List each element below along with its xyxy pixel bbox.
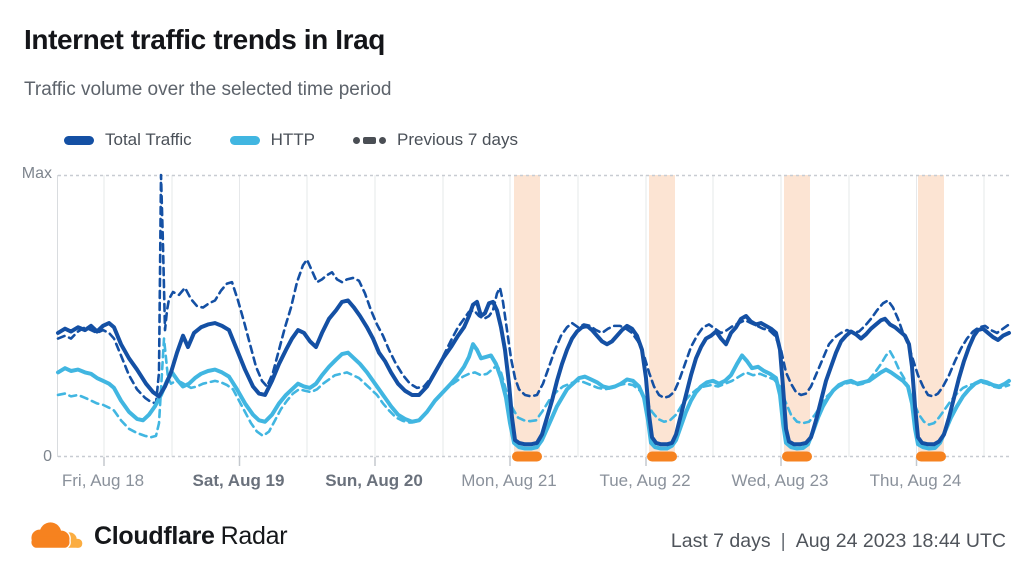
http-swatch-icon <box>229 135 260 145</box>
page-subtitle: Traffic volume over the selected time pe… <box>24 79 392 100</box>
legend-item-total-traffic[interactable]: Total Traffic <box>64 130 192 150</box>
page-title: Internet traffic trends in Iraq <box>24 24 385 55</box>
x-axis-label: Fri, Aug 18 <box>61 471 145 490</box>
anomaly-marker <box>512 451 542 462</box>
anomaly-marker <box>782 451 812 462</box>
cloudflare-radar-brand[interactable]: Cloudflare Radar <box>26 519 288 553</box>
separator: | <box>780 530 786 552</box>
brand-cloudflare: Cloudflare <box>94 521 215 550</box>
anomaly-band <box>649 175 675 457</box>
traffic-chart-canvas <box>56 173 1011 466</box>
anomaly-band <box>784 175 810 457</box>
timestamp-label: Aug 24 2023 18:44 UTC <box>795 530 1006 552</box>
total-traffic-swatch-icon <box>64 135 94 145</box>
legend-item-http[interactable]: HTTP <box>229 130 316 150</box>
brand-radar: Radar <box>220 521 288 550</box>
x-axis-label: Sat, Aug 19 <box>192 471 285 490</box>
series-line-http-previous-7-days- <box>56 337 1011 439</box>
legend-label: Total Traffic <box>105 130 192 149</box>
anomaly-band <box>918 175 944 457</box>
brand-wordmark: Cloudflare Radar <box>94 521 288 551</box>
x-axis-label: Tue, Aug 22 <box>599 471 691 490</box>
y-axis-max-label: Max <box>21 165 52 182</box>
x-axis-label: Wed, Aug 23 <box>731 471 829 490</box>
cloudflare-logo-icon <box>30 521 83 550</box>
chart-legend: Total Traffic HTTP Previous 7 days <box>64 130 518 150</box>
anomaly-marker <box>647 451 677 462</box>
traffic-chart-plot-area <box>56 173 1011 466</box>
time-range-and-timestamp: Last 7 days | Aug 24 2023 18:44 UTC <box>671 530 1006 553</box>
series-line-total-traffic <box>56 298 1011 447</box>
x-axis-label: Thu, Aug 24 <box>869 471 962 490</box>
time-range-label: Last 7 days <box>670 530 771 552</box>
anomaly-band <box>514 175 540 457</box>
previous-7-days-dashed-swatch-icon <box>353 136 387 144</box>
x-axis-label: Mon, Aug 21 <box>461 471 557 490</box>
anomaly-marker <box>916 451 946 462</box>
legend-label: Previous 7 days <box>397 130 518 149</box>
legend-label: HTTP <box>270 130 316 149</box>
x-axis-label: Sun, Aug 20 <box>325 471 423 490</box>
legend-item-previous-7-days[interactable]: Previous 7 days <box>353 130 518 150</box>
y-axis-zero-label: 0 <box>43 448 52 465</box>
series-line-http <box>56 342 1011 451</box>
